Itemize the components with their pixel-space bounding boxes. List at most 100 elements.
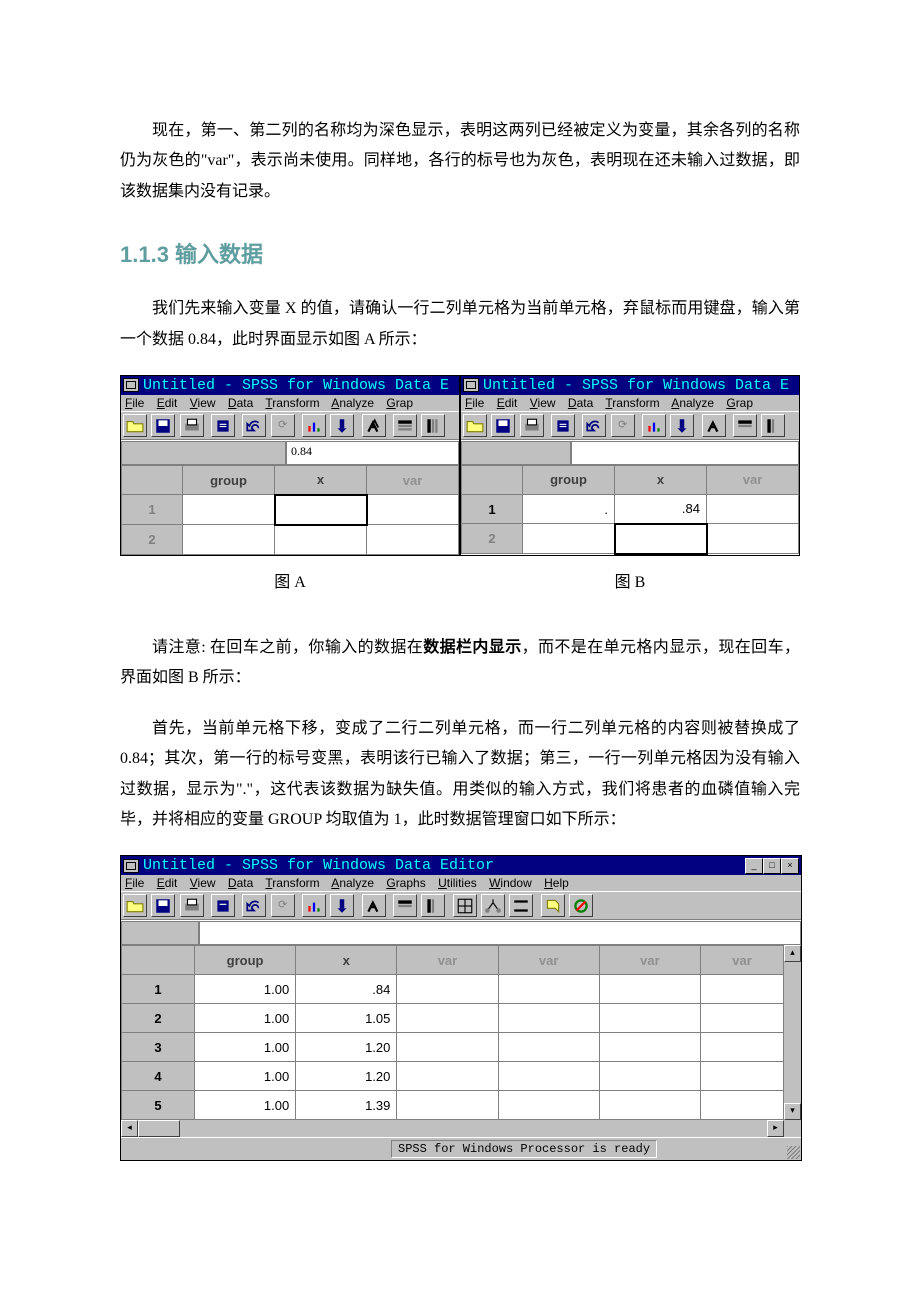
- col-header-var[interactable]: var: [707, 465, 799, 494]
- menu-transform[interactable]: Transform: [265, 396, 319, 410]
- scroll-thumb[interactable]: [138, 1120, 180, 1137]
- col-header-group[interactable]: group: [523, 465, 615, 494]
- menu-file[interactable]: File: [125, 396, 144, 410]
- horizontal-scrollbar[interactable]: ◂ ▸: [121, 1119, 784, 1137]
- insert-case-icon[interactable]: [393, 894, 417, 917]
- scroll-left-button[interactable]: ◂: [121, 1120, 138, 1137]
- data-cell[interactable]: 1.05: [296, 1004, 397, 1033]
- goto-icon[interactable]: [670, 414, 694, 437]
- menu-graphs[interactable]: Graphs: [386, 876, 425, 890]
- data-cell[interactable]: 1.00: [195, 1062, 296, 1091]
- data-cell[interactable]: 1.20: [296, 1033, 397, 1062]
- row-header[interactable]: 5: [122, 1091, 195, 1120]
- print-icon[interactable]: [180, 414, 204, 437]
- scroll-right-button[interactable]: ▸: [767, 1120, 784, 1137]
- chart-icon[interactable]: [302, 414, 326, 437]
- insert-var-icon[interactable]: [421, 894, 445, 917]
- menu-file[interactable]: File: [125, 876, 144, 890]
- redo-icon[interactable]: ⟳: [271, 894, 295, 917]
- menu-view[interactable]: View: [190, 876, 216, 890]
- data-cell[interactable]: [615, 524, 707, 554]
- data-cell[interactable]: [498, 1062, 599, 1091]
- menu-edit[interactable]: Edit: [497, 396, 518, 410]
- data-cell[interactable]: [707, 524, 799, 554]
- menu-transform[interactable]: Transform: [265, 876, 319, 890]
- save-icon[interactable]: [491, 414, 515, 437]
- goto-icon[interactable]: [330, 414, 354, 437]
- data-cell[interactable]: [523, 524, 615, 554]
- open-icon[interactable]: [123, 894, 147, 917]
- undo-icon[interactable]: [242, 414, 266, 437]
- data-cell[interactable]: [367, 495, 459, 525]
- row-header[interactable]: 2: [122, 1004, 195, 1033]
- close-button[interactable]: ×: [781, 858, 799, 874]
- data-cell[interactable]: [498, 1091, 599, 1120]
- dialog-recall-icon[interactable]: [551, 414, 575, 437]
- find-icon[interactable]: [362, 414, 386, 437]
- data-cell[interactable]: [367, 525, 459, 555]
- print-icon[interactable]: [180, 894, 204, 917]
- menu-analyze[interactable]: Analyze: [331, 396, 374, 410]
- edit-box[interactable]: [199, 921, 801, 945]
- menu-data[interactable]: Data: [568, 396, 593, 410]
- row-header[interactable]: 2: [462, 524, 523, 554]
- find-icon[interactable]: [702, 414, 726, 437]
- data-cell[interactable]: [397, 1004, 498, 1033]
- menu-help[interactable]: Help: [544, 876, 569, 890]
- menu-graphs[interactable]: Grap: [726, 396, 753, 410]
- data-cell[interactable]: [275, 495, 367, 525]
- menu-data[interactable]: Data: [228, 396, 253, 410]
- maximize-button[interactable]: □: [763, 858, 781, 874]
- dialog-recall-icon[interactable]: [211, 894, 235, 917]
- data-cell[interactable]: [599, 1033, 700, 1062]
- data-cell[interactable]: [701, 1004, 784, 1033]
- edit-box[interactable]: 0.84: [286, 441, 459, 465]
- menu-edit[interactable]: Edit: [157, 396, 178, 410]
- menu-view[interactable]: View: [530, 396, 556, 410]
- data-cell[interactable]: [397, 1033, 498, 1062]
- data-cell[interactable]: [599, 1062, 700, 1091]
- insert-case-icon[interactable]: [393, 414, 417, 437]
- col-header-var[interactable]: var: [397, 946, 498, 975]
- data-cell[interactable]: [599, 975, 700, 1004]
- find-icon[interactable]: [362, 894, 386, 917]
- row-header[interactable]: 3: [122, 1033, 195, 1062]
- menu-analyze[interactable]: Analyze: [671, 396, 714, 410]
- data-cell[interactable]: [183, 525, 275, 555]
- undo-icon[interactable]: [582, 414, 606, 437]
- redo-icon[interactable]: ⟳: [611, 414, 635, 437]
- minimize-button[interactable]: _: [745, 858, 763, 874]
- menu-file[interactable]: File: [465, 396, 484, 410]
- col-header-x[interactable]: x: [615, 465, 707, 494]
- row-header[interactable]: 1: [122, 975, 195, 1004]
- goto-icon[interactable]: [330, 894, 354, 917]
- col-header-var[interactable]: var: [701, 946, 784, 975]
- data-cell[interactable]: [701, 1062, 784, 1091]
- data-cell[interactable]: [707, 494, 799, 524]
- data-cell[interactable]: 1.00: [195, 1033, 296, 1062]
- data-cell[interactable]: [397, 1062, 498, 1091]
- weight-cases-icon[interactable]: [481, 894, 505, 917]
- menu-utilities[interactable]: Utilities: [438, 876, 477, 890]
- menu-transform[interactable]: Transform: [605, 396, 659, 410]
- row-header[interactable]: 1: [462, 494, 523, 524]
- row-header[interactable]: 1: [122, 495, 183, 525]
- data-cell[interactable]: [275, 525, 367, 555]
- scroll-down-button[interactable]: ▾: [784, 1103, 801, 1120]
- chart-icon[interactable]: [302, 894, 326, 917]
- col-header-x[interactable]: x: [275, 465, 367, 495]
- menu-window[interactable]: Window: [489, 876, 532, 890]
- col-header-group[interactable]: group: [183, 465, 275, 495]
- undo-icon[interactable]: [242, 894, 266, 917]
- row-header[interactable]: 4: [122, 1062, 195, 1091]
- menu-view[interactable]: View: [190, 396, 216, 410]
- menu-edit[interactable]: Edit: [157, 876, 178, 890]
- data-cell[interactable]: [701, 1091, 784, 1120]
- select-cases-icon[interactable]: [509, 894, 533, 917]
- col-header-x[interactable]: x: [296, 946, 397, 975]
- print-icon[interactable]: [520, 414, 544, 437]
- data-cell[interactable]: [701, 975, 784, 1004]
- menu-analyze[interactable]: Analyze: [331, 876, 374, 890]
- data-cell[interactable]: 1.00: [195, 1091, 296, 1120]
- insert-case-icon[interactable]: [733, 414, 757, 437]
